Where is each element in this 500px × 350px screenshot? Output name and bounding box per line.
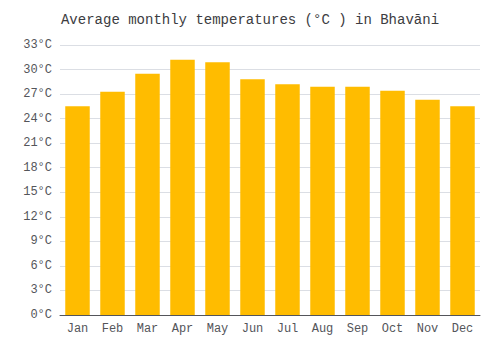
svg-text:Mar: Mar: [137, 322, 159, 336]
svg-text:30°C: 30°C: [23, 63, 52, 77]
svg-text:18°C: 18°C: [23, 161, 52, 175]
svg-text:27°C: 27°C: [23, 87, 52, 101]
svg-text:Feb: Feb: [102, 322, 124, 336]
svg-text:6°C: 6°C: [30, 259, 52, 273]
svg-text:Jun: Jun: [242, 322, 264, 336]
svg-text:33°C: 33°C: [23, 38, 52, 52]
svg-text:0°C: 0°C: [30, 308, 52, 322]
svg-text:Nov: Nov: [417, 322, 439, 336]
svg-text:Jan: Jan: [67, 322, 89, 336]
svg-text:Dec: Dec: [452, 322, 474, 336]
svg-text:9°C: 9°C: [30, 234, 52, 248]
svg-text:Sep: Sep: [347, 322, 369, 336]
svg-text:Jul: Jul: [277, 322, 299, 336]
svg-text:15°C: 15°C: [23, 185, 52, 199]
svg-text:Aug: Aug: [312, 322, 334, 336]
svg-text:Oct: Oct: [382, 322, 404, 336]
svg-text:May: May: [207, 322, 229, 336]
svg-text:12°C: 12°C: [23, 210, 52, 224]
svg-text:21°C: 21°C: [23, 136, 52, 150]
svg-text:3°C: 3°C: [30, 283, 52, 297]
svg-text:Apr: Apr: [172, 322, 194, 336]
svg-text:24°C: 24°C: [23, 112, 52, 126]
svg-text:Average monthly temperatures (: Average monthly temperatures (°C ) in Bh…: [61, 12, 439, 28]
